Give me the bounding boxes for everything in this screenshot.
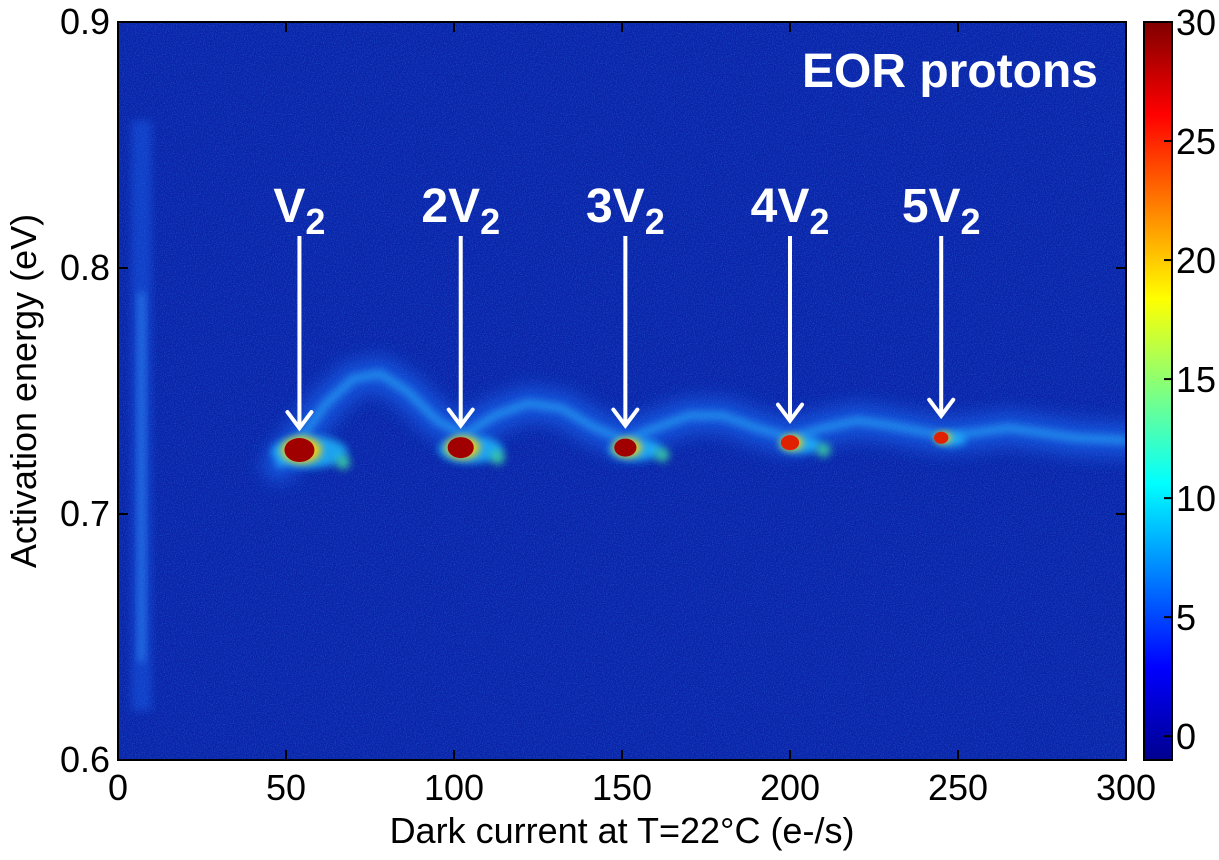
peak-core: [284, 438, 315, 463]
peak-core: [614, 438, 637, 457]
colorbar-tick-label: 10: [1176, 478, 1216, 519]
x-tick-label: 100: [424, 767, 484, 808]
peak-label-subscript: 2: [961, 201, 981, 242]
peak-label-subscript: 2: [480, 201, 500, 242]
secondary-blob: [816, 443, 831, 458]
colorbar-tick-label: 15: [1176, 359, 1216, 400]
peak-arrow-head: [446, 407, 475, 429]
x-tick-label: 50: [266, 767, 306, 808]
colorbar-tick-label: 5: [1176, 597, 1196, 638]
x-tick-label: 200: [760, 767, 820, 808]
noise-texture: [118, 22, 1126, 760]
peak-arrow-head: [285, 410, 314, 432]
left-edge-streak-core: [138, 292, 145, 662]
secondary-blob: [336, 455, 351, 470]
peak-core: [780, 435, 800, 451]
plot-area: 0 50 100 150 200 250 300 0.60.70.80.9 V2 2V2 3V2…: [60, 1, 1156, 808]
peak-arrow-head: [776, 402, 804, 424]
colorbar-gradient: [1143, 21, 1173, 761]
colorbar: 0 5 10 15 20 25 30: [1143, 2, 1216, 761]
peak-core: [934, 431, 949, 444]
peak-label-subscript: 2: [645, 201, 665, 242]
colorbar-ticks: 0 5 10 15 20 25 30: [1164, 2, 1216, 757]
y-axis-ticks: 0.6 0.7 0.8 0.9: [60, 1, 1126, 780]
y-tick-label: 0.8: [60, 247, 110, 288]
y-tick-label: 0.6: [60, 739, 110, 780]
y-tick-label: 0.7: [60, 493, 110, 534]
colorbar-tick-label: 20: [1176, 240, 1216, 281]
y-axis-label: Activation energy (eV): [3, 214, 44, 568]
peak-arrow-head: [927, 397, 956, 420]
x-tick-label: 0: [108, 767, 128, 808]
secondary-blob: [655, 447, 670, 462]
ridge-core: [275, 370, 1126, 469]
x-tick-label: 250: [928, 767, 988, 808]
density-layer: [131, 120, 1126, 711]
peak-label-subscript: 2: [809, 201, 829, 242]
colorbar-tick-label: 0: [1176, 716, 1196, 757]
colorbar-tick-label: 25: [1176, 121, 1216, 162]
peak-core: [447, 437, 474, 459]
x-tick-label: 150: [592, 767, 652, 808]
peak-arrow-head: [611, 407, 640, 429]
y-tick-label: 0.9: [60, 1, 110, 42]
x-axis-ticks: 0 50 100 150 200 250 300: [108, 22, 1156, 808]
chart-annotation-title: EOR protons: [802, 45, 1098, 98]
peak-label-subscript: 2: [305, 201, 325, 242]
colorbar-tick-label: 30: [1176, 2, 1216, 43]
x-tick-label: 300: [1096, 767, 1156, 808]
secondary-blob: [490, 450, 505, 465]
x-axis-label: Dark current at T=22°C (e-/s): [390, 810, 855, 851]
